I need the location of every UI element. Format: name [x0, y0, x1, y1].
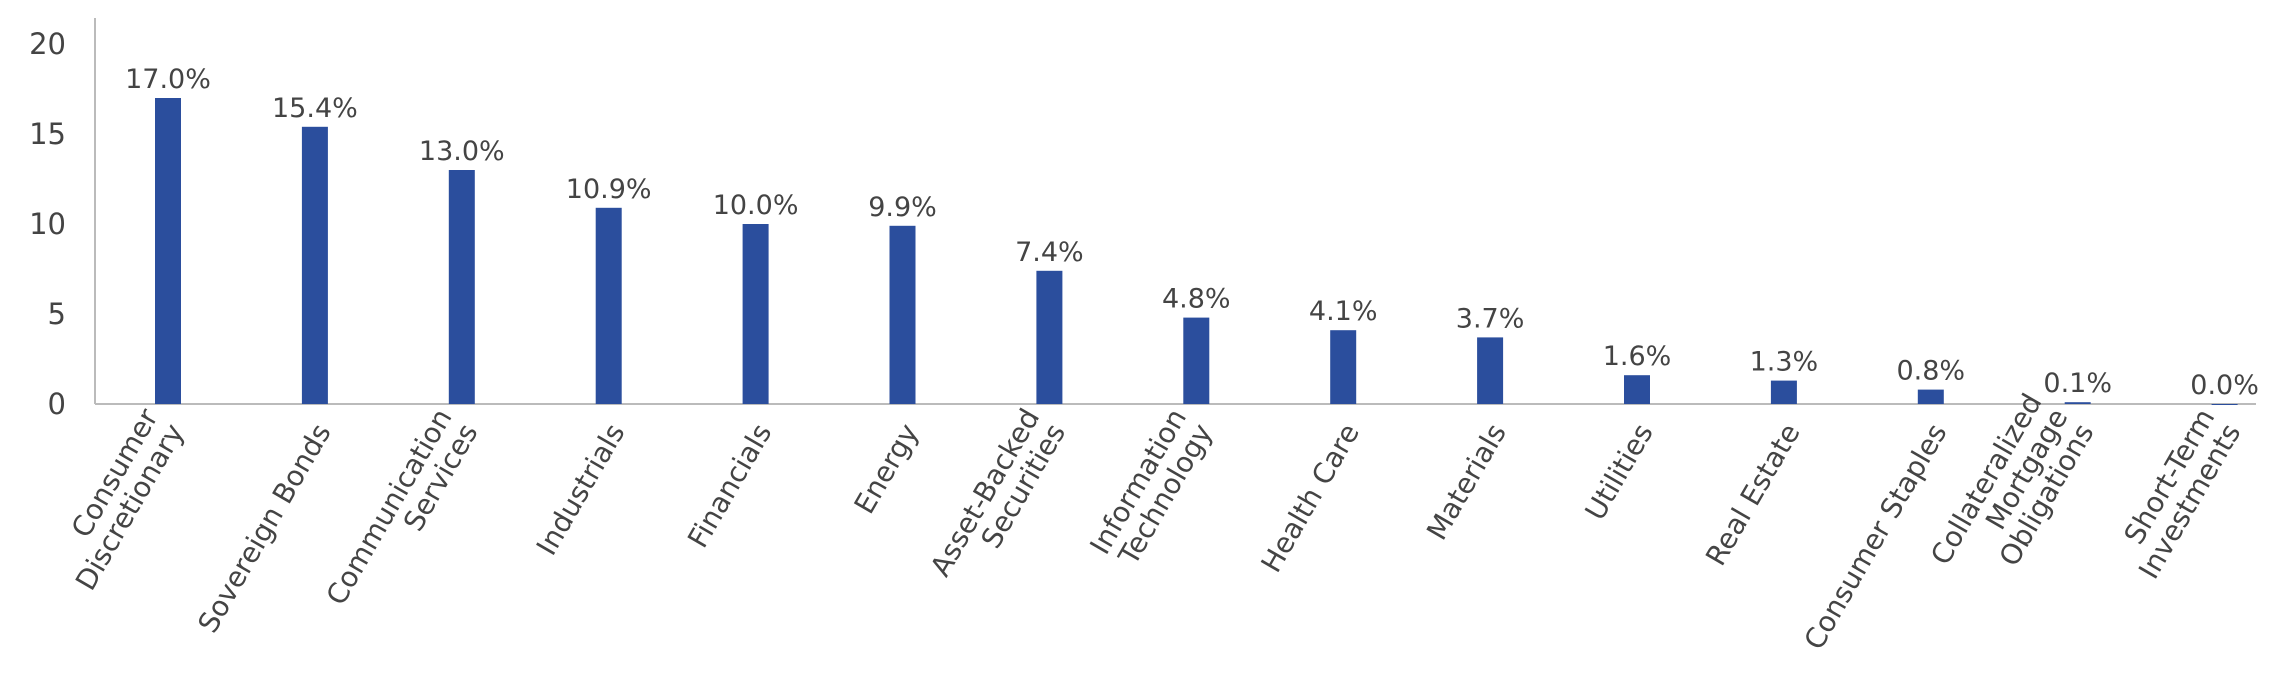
value-label: 10.0% [713, 190, 799, 221]
bar [889, 225, 916, 404]
value-label: 0.8% [1896, 356, 1965, 387]
value-label: 0.1% [2043, 368, 2112, 399]
x-tick-label: CommunicationServices [320, 403, 485, 626]
value-label: 7.4% [1015, 237, 1084, 268]
bar [1036, 270, 1063, 404]
x-tick-label: Short-TermInvestments [2106, 403, 2247, 584]
y-tick-label: 20 [29, 27, 66, 61]
value-label: 1.6% [1603, 341, 1672, 372]
value-label: 4.8% [1162, 284, 1231, 315]
x-tick-label: Asset-BackedSecurities [924, 403, 1072, 597]
x-tick-label: Utilities [1578, 418, 1659, 526]
value-label: 9.9% [868, 192, 937, 223]
bar [1477, 337, 1504, 404]
value-label: 1.3% [1750, 347, 1819, 378]
x-tick-label: Consumer Staples [1797, 418, 1953, 655]
value-label: 15.4% [272, 93, 358, 124]
x-tick-label: Industrials [530, 418, 632, 561]
x-tick-label: CollateralizedMortgageObligations [1924, 388, 2100, 600]
x-tick-label: Materials [1420, 418, 1513, 546]
value-label: 17.0% [125, 64, 211, 95]
value-label: 10.9% [566, 174, 652, 205]
bar [1917, 389, 1944, 404]
bar [595, 207, 622, 404]
bar [742, 224, 769, 404]
x-tick-label: Energy [848, 418, 926, 519]
value-label: 4.1% [1309, 296, 1378, 327]
bar [1330, 330, 1357, 404]
bar [2064, 402, 2091, 404]
bar [1183, 317, 1210, 404]
x-tick-label: Financials [681, 418, 778, 553]
bar [155, 98, 181, 404]
x-tick-label: Health Care [1254, 418, 1365, 578]
bar [1624, 375, 1650, 404]
value-label: 0.0% [2190, 370, 2259, 401]
bar [301, 126, 328, 405]
bar [448, 170, 475, 404]
value-label: 13.0% [419, 136, 505, 167]
x-tick-label: Real Estate [1699, 418, 1807, 571]
x-tick-label: ConsumerDiscretionary [43, 403, 191, 596]
bar [1770, 380, 1797, 404]
y-tick-label: 5 [48, 297, 66, 331]
y-tick-label: 15 [29, 117, 66, 151]
y-tick-label: 10 [29, 207, 66, 241]
y-tick-label: 0 [48, 387, 66, 421]
value-label: 3.7% [1456, 303, 1525, 334]
x-tick-label: InformationTechnology [1083, 403, 1219, 575]
bar [2211, 404, 2238, 405]
x-tick-label: Sovereign Bonds [191, 418, 337, 638]
